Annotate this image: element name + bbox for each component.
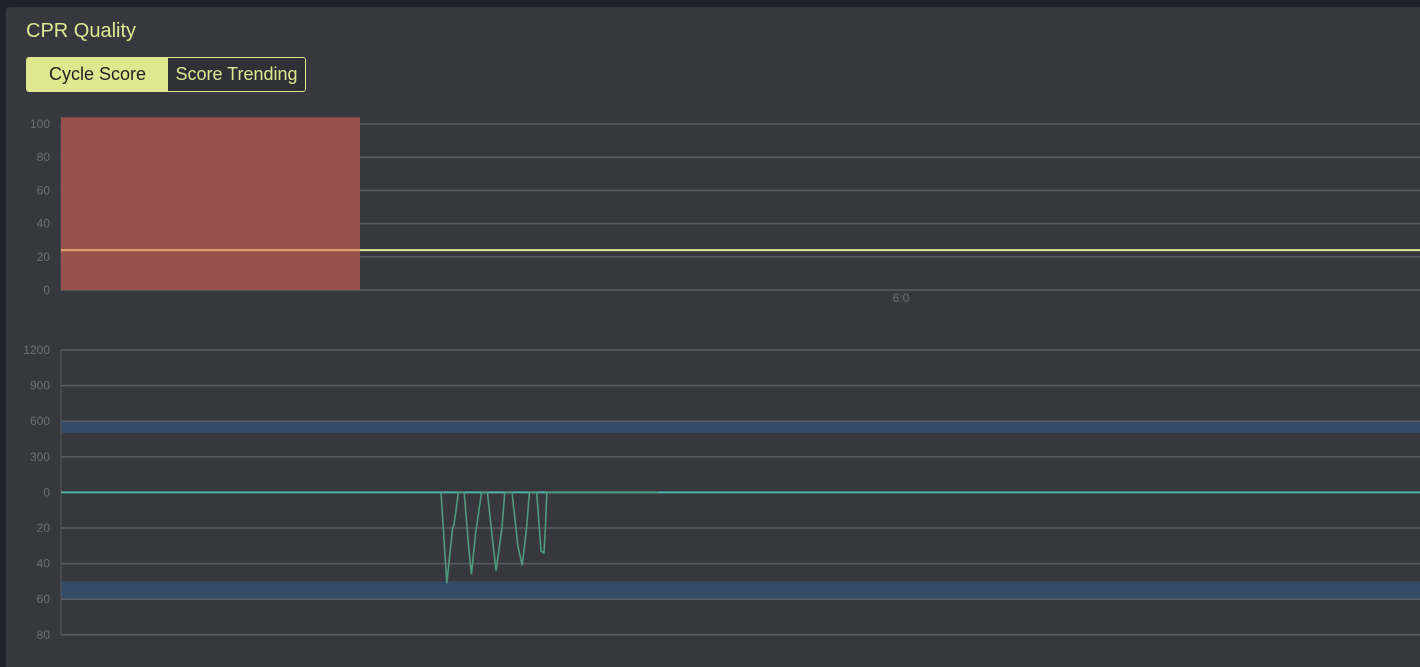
y-tick-label: 100 (30, 117, 50, 131)
view-toggle: Cycle Score Score Trending (26, 57, 306, 92)
depth-target-band (61, 581, 1420, 600)
compression-waveform (440, 491, 659, 584)
y-tick-label: 60 (37, 183, 51, 197)
y-tick-label: 40 (37, 557, 51, 571)
y-tick-label: 80 (37, 150, 51, 164)
score-bar (61, 117, 360, 290)
y-tick-label: 20 (37, 521, 51, 535)
tab-cycle-score[interactable]: Cycle Score (27, 58, 168, 91)
y-tick-label: 60 (37, 592, 51, 606)
panel-title: CPR Quality (26, 20, 137, 42)
y-tick-label: 600 (30, 414, 50, 428)
rate-target-band (61, 421, 1420, 434)
x-tick-label: 6:0 (893, 291, 910, 305)
y-tick-label: 20 (37, 250, 51, 264)
y-tick-label: 300 (30, 450, 50, 464)
y-tick-label: 40 (37, 217, 51, 231)
y-tick-label: 80 (37, 628, 51, 642)
tab-score-trending[interactable]: Score Trending (168, 58, 305, 91)
y-tick-label: 0 (43, 485, 50, 499)
y-tick-label: 900 (30, 379, 50, 393)
y-tick-label: 0 (43, 283, 50, 297)
y-tick-label: 1200 (23, 343, 50, 357)
cpr-quality-panel (6, 7, 1420, 667)
